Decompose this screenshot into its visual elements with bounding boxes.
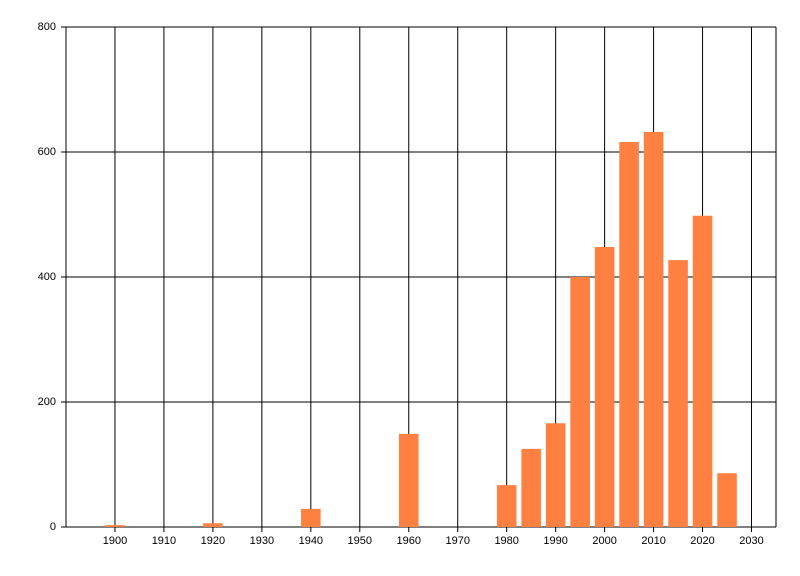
x-tick-label: 1990 [543, 535, 567, 547]
x-tick-label: 2020 [690, 535, 714, 547]
x-tick-label: 1900 [103, 535, 127, 547]
bar [496, 485, 517, 527]
bar [545, 423, 566, 527]
bar [692, 215, 713, 527]
bar [301, 508, 321, 527]
y-tick-label: 400 [38, 271, 56, 283]
y-tick-label: 0 [50, 521, 56, 533]
bar [619, 142, 639, 527]
x-tick-label: 1960 [397, 535, 421, 547]
x-tick-label: 2010 [641, 535, 665, 547]
y-tick-label: 800 [38, 21, 56, 33]
bar [594, 247, 615, 527]
x-tick-label: 1950 [348, 535, 372, 547]
y-tick-label: 600 [38, 146, 56, 158]
x-tick-label: 2030 [739, 535, 763, 547]
x-tick-label: 2000 [592, 535, 616, 547]
x-tick-label: 1930 [250, 535, 274, 547]
x-tick-label: 1980 [494, 535, 518, 547]
y-tick-label: 200 [38, 396, 56, 408]
bar [203, 523, 223, 527]
bar [398, 433, 419, 527]
x-tick-label: 1910 [152, 535, 176, 547]
bar [717, 473, 737, 527]
bar [668, 260, 688, 527]
bar [105, 525, 125, 527]
x-tick-label: 1970 [445, 535, 469, 547]
bar [643, 132, 664, 527]
x-tick-label: 1920 [201, 535, 225, 547]
x-tick-label: 1940 [299, 535, 323, 547]
bar [570, 277, 590, 527]
bar [521, 448, 541, 527]
